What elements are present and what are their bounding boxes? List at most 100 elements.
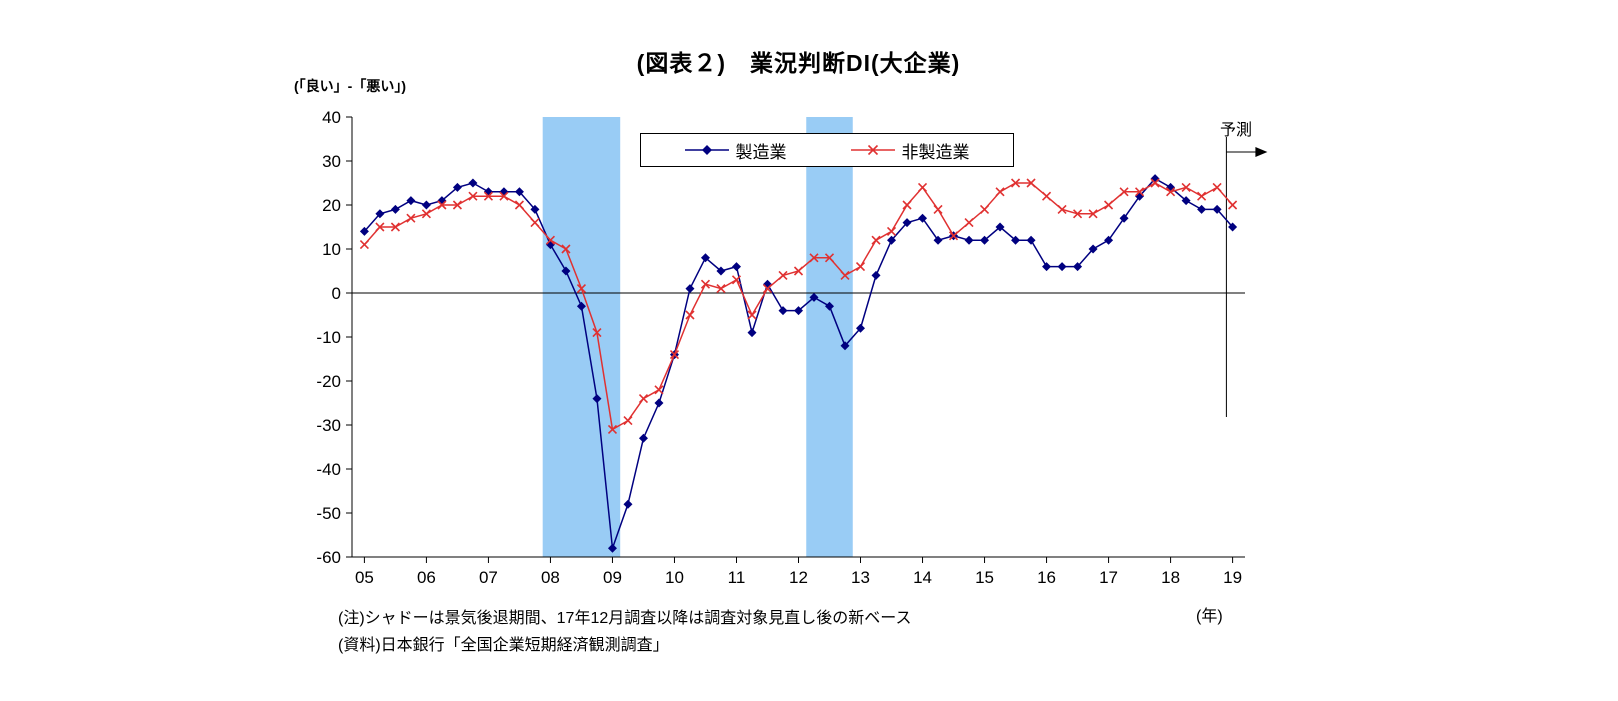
x-marker bbox=[1197, 191, 1207, 201]
x-marker bbox=[359, 240, 369, 250]
x-marker bbox=[1010, 178, 1021, 188]
x-tick-label: 08 bbox=[541, 568, 560, 587]
diamond-marker bbox=[980, 235, 990, 245]
diamond-marker bbox=[406, 196, 416, 206]
y-tick-label: 0 bbox=[332, 284, 341, 303]
diamond-marker bbox=[483, 187, 493, 197]
x-marker bbox=[576, 284, 587, 294]
x-marker bbox=[561, 244, 571, 254]
x-marker bbox=[1104, 200, 1114, 210]
footnote-source: (資料)日本銀行「全国企業短期経済観測調査」 bbox=[338, 637, 669, 654]
x-marker bbox=[592, 328, 602, 338]
recession-shading bbox=[806, 117, 853, 557]
diamond-marker bbox=[654, 398, 664, 408]
x-tick-label: 13 bbox=[851, 568, 870, 587]
x-marker bbox=[716, 284, 726, 294]
x-tick-label: 14 bbox=[913, 568, 932, 587]
x-marker bbox=[390, 222, 400, 232]
diamond-marker bbox=[1212, 204, 1222, 214]
footnote-shading: (注)シャドーは景気後退期間、17年12月調査以降は調査対象見直し後の新ベース bbox=[338, 610, 912, 627]
x-marker bbox=[948, 231, 959, 241]
diamond-marker bbox=[638, 433, 648, 443]
x-marker bbox=[1041, 191, 1052, 201]
diamond-marker bbox=[530, 204, 540, 214]
diamond-marker bbox=[871, 270, 881, 280]
x-marker bbox=[793, 266, 804, 276]
x-marker bbox=[964, 218, 974, 228]
x-marker bbox=[483, 191, 493, 201]
diamond-marker bbox=[778, 306, 788, 316]
x-marker bbox=[669, 350, 680, 360]
x-tick-label: 17 bbox=[1099, 568, 1118, 587]
x-marker bbox=[1026, 178, 1036, 188]
x-marker bbox=[731, 275, 742, 285]
diamond-marker bbox=[902, 218, 912, 228]
diamond-marker bbox=[825, 301, 835, 311]
x-marker bbox=[1057, 204, 1067, 214]
x-marker bbox=[762, 284, 773, 294]
diamond-marker bbox=[1088, 244, 1098, 254]
x-marker bbox=[468, 191, 478, 201]
diamond-marker bbox=[887, 235, 897, 245]
diamond-marker bbox=[576, 301, 586, 311]
legend-item-manufacturing: 製造業 bbox=[684, 138, 787, 163]
diamond-marker bbox=[794, 306, 803, 316]
x-marker bbox=[855, 262, 866, 272]
x-marker bbox=[700, 279, 711, 289]
recession-shading bbox=[542, 117, 621, 557]
x-marker bbox=[1166, 187, 1176, 197]
x-marker bbox=[886, 226, 897, 236]
diamond-marker bbox=[1119, 213, 1129, 223]
diamond-marker bbox=[964, 235, 974, 245]
x-marker bbox=[1072, 209, 1083, 219]
series-line-0 bbox=[363, 177, 1234, 549]
x-tick-label: 11 bbox=[728, 568, 746, 587]
forecast-label: 予測 bbox=[1220, 122, 1253, 139]
diamond-marker bbox=[499, 187, 509, 197]
diamond-marker bbox=[933, 235, 943, 245]
x-tick-label: 09 bbox=[603, 568, 622, 587]
y-tick-label: 30 bbox=[322, 152, 341, 171]
y-tick-label: 10 bbox=[322, 240, 341, 259]
diamond-marker bbox=[1181, 196, 1191, 206]
diamond-marker bbox=[514, 187, 524, 197]
x-marker bbox=[1228, 200, 1238, 210]
diamond-marker bbox=[809, 292, 819, 302]
y-tick-label: -40 bbox=[316, 460, 341, 479]
diamond-marker bbox=[840, 341, 850, 351]
forecast-arrowhead bbox=[1255, 147, 1268, 157]
x-marker bbox=[902, 200, 912, 210]
x-marker bbox=[685, 310, 695, 320]
diamond-marker bbox=[1073, 262, 1083, 272]
x-marker bbox=[437, 200, 447, 210]
chart-title: (図表２) 業況判断DI(大企業) bbox=[636, 50, 961, 76]
x-marker bbox=[917, 182, 928, 192]
diamond-marker bbox=[623, 499, 633, 509]
x-marker bbox=[871, 235, 881, 245]
x-tick-label: 06 bbox=[417, 568, 436, 587]
y-tick-label: -20 bbox=[316, 372, 341, 391]
diamond-marker bbox=[731, 262, 741, 272]
y-tick-label: -50 bbox=[316, 504, 341, 523]
diamond-marker bbox=[685, 284, 695, 294]
nonmanufacturing-marker-icon bbox=[850, 144, 895, 156]
diamond-marker bbox=[856, 323, 866, 333]
legend-label-nonmanufacturing: 非製造業 bbox=[901, 142, 970, 162]
diamond-marker bbox=[1228, 222, 1238, 232]
x-marker bbox=[623, 416, 633, 426]
diamond-marker bbox=[592, 394, 602, 404]
diamond-marker bbox=[1197, 204, 1207, 214]
diamond-marker bbox=[1104, 235, 1114, 245]
x-marker bbox=[778, 270, 788, 280]
diamond-marker bbox=[359, 226, 369, 236]
x-marker bbox=[452, 200, 462, 210]
x-marker bbox=[530, 218, 540, 228]
diamond-marker bbox=[390, 204, 400, 214]
diamond-marker bbox=[700, 253, 710, 263]
x-tick-label: 16 bbox=[1037, 568, 1056, 587]
x-tick-label: 18 bbox=[1161, 568, 1180, 587]
x-marker bbox=[1119, 187, 1129, 197]
x-axis-unit: (年) bbox=[1196, 608, 1223, 625]
y-tick-label: -30 bbox=[316, 416, 341, 435]
